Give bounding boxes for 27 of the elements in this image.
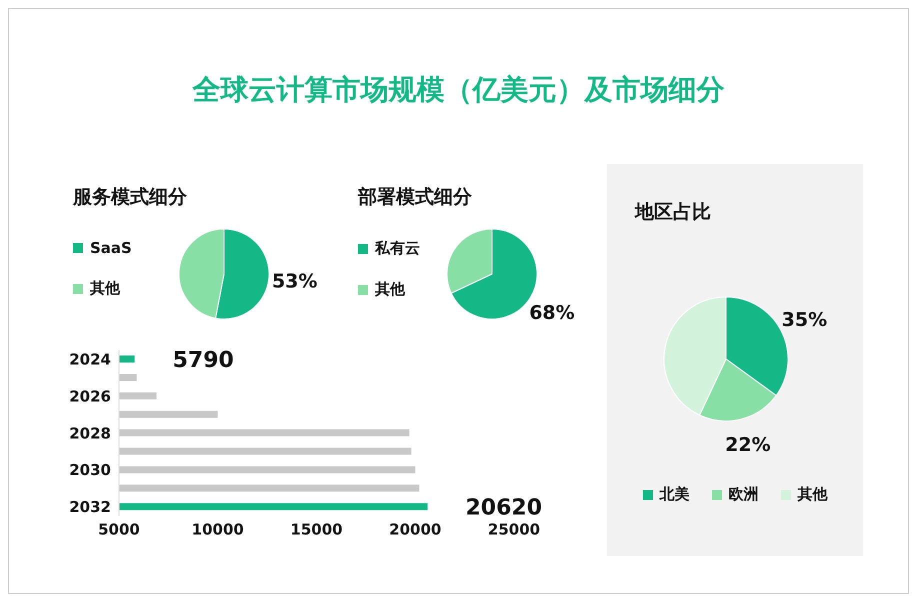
data-label: 22% — [725, 434, 771, 456]
data-label: 68% — [529, 302, 575, 324]
x-tick-label: 5000 — [98, 520, 140, 539]
chart-title: 服务模式细分 — [73, 185, 187, 210]
legend-label: 欧洲 — [728, 485, 758, 504]
legend-label: SaaS — [90, 239, 132, 257]
data-label: 20620 — [465, 496, 542, 521]
y-tick-label: 2032 — [69, 498, 111, 516]
data-label: 35% — [782, 309, 828, 332]
y-tick-label: 2030 — [69, 461, 111, 480]
legend-label: 其他 — [90, 279, 120, 298]
data-label: 5790 — [172, 348, 234, 374]
legend-label: 北美 — [660, 485, 690, 504]
x-tick-label: 15000 — [290, 520, 343, 539]
y-tick-label: 2024 — [69, 350, 111, 369]
x-tick-label: 20000 — [389, 520, 442, 539]
chart-title: 全球云计算市场规模（亿美元）及市场细分 — [191, 72, 726, 108]
x-tick-label: 10000 — [192, 520, 244, 539]
y-tick-label: 2028 — [69, 424, 111, 442]
data-label: 53% — [272, 270, 318, 293]
y-tick-label: 2026 — [69, 387, 111, 406]
legend-label: 其他 — [798, 485, 828, 504]
legend-label: 其他 — [375, 280, 405, 299]
x-tick-label: 25000 — [488, 520, 540, 539]
chart-title: 部署模式细分 — [358, 185, 472, 210]
legend-label: 私有云 — [375, 239, 420, 258]
chart-title: 地区占比 — [635, 200, 711, 225]
